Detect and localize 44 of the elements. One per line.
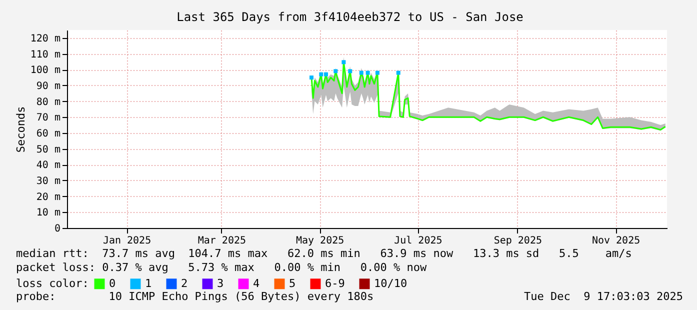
point [348, 69, 352, 74]
x-tick-label: Mar 2025 [198, 236, 246, 246]
y-tick-label: 70 m [36, 112, 60, 124]
legend-label: 10/10 [374, 276, 408, 290]
y-tick-label: 90 m [36, 80, 60, 92]
point [324, 72, 328, 76]
legend-label: 4 [253, 276, 260, 290]
x-tick-label: May 2025 [296, 236, 344, 246]
text: probe: 10 ICMP Echo Pings (56 Bytes) every 180s [16, 290, 374, 303]
text: Tue Dec 9 17:03:03 2025 [524, 290, 683, 303]
y-tick-label: 110 m [30, 49, 60, 60]
chart-title: Last 365 Days from 3f4104eeb372 to US - San Jose [176, 10, 524, 24]
point [334, 69, 338, 74]
x-tick-label: Jul 2025 [394, 236, 442, 246]
y-tick-label: 0 [54, 224, 60, 234]
point [319, 72, 324, 76]
legend-label: 2 [181, 276, 188, 290]
x-tick-label: Sep 2025 [494, 236, 542, 246]
y-tick-label: 100 m [30, 65, 60, 76]
x-tick-label: Jan 2025 [102, 236, 152, 246]
y-tick-label: 10 m [36, 208, 60, 219]
point [310, 76, 314, 80]
text: packet loss: 0.37 % avg 5.73 % max 0.00 % min 0.00 % now [16, 261, 427, 274]
y-tick-label: 40 m [36, 160, 60, 172]
point [359, 70, 364, 75]
y-tick-label: 80 m [36, 96, 60, 108]
y-tick-label: 50 m [36, 144, 60, 156]
legend-label: 5 [289, 276, 296, 290]
y-tick-label: 20 m [36, 192, 60, 203]
point [366, 70, 370, 75]
y-axis-title: Seconds [14, 106, 28, 153]
legend-title: loss color: [16, 277, 89, 290]
legend-label: 0 [109, 276, 116, 290]
text: median rtt: 73.7 ms avg 104.7 ms max 62.0 ms min 63.9 ms now 13.3 ms sd 5.5 am/s [16, 247, 632, 260]
y-tick-label: 120 m [30, 33, 60, 44]
point [396, 70, 400, 75]
legend-label: 3 [217, 276, 224, 290]
y-tick-label: 30 m [36, 176, 60, 187]
y-tick-label: 60 m [36, 128, 60, 140]
point [342, 60, 346, 64]
legend-label: 1 [145, 276, 152, 290]
legend-label: 6-9 [325, 276, 345, 290]
x-tick-label: Nov 2025 [592, 236, 640, 246]
point [375, 70, 380, 75]
